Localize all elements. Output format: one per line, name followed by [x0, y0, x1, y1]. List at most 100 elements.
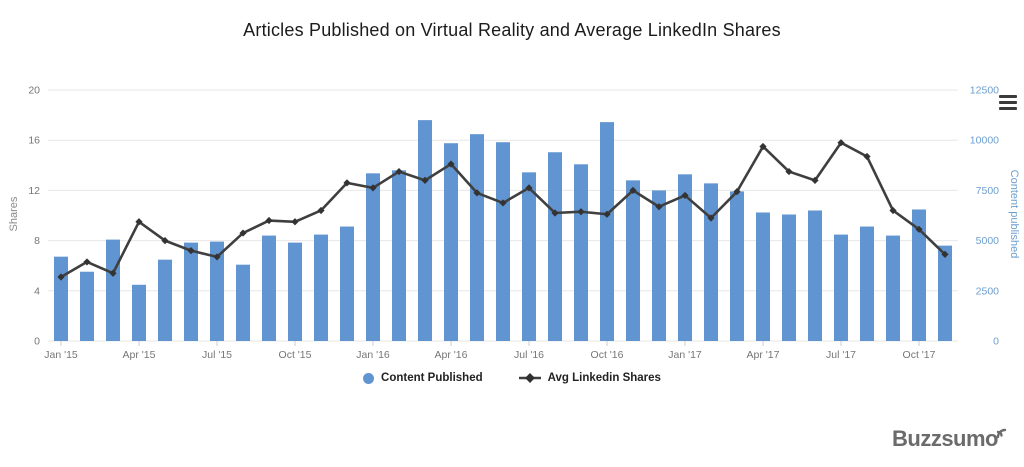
- line-point[interactable]: [109, 269, 117, 277]
- line-point[interactable]: [421, 176, 429, 184]
- x-axis-tick-label: Apr '17: [747, 349, 780, 361]
- line-point[interactable]: [759, 142, 767, 151]
- bar[interactable]: [548, 152, 562, 341]
- buzzsumo-logo: Buzzsumo: [892, 426, 1012, 452]
- bar[interactable]: [106, 239, 120, 341]
- bar[interactable]: [678, 174, 692, 341]
- left-axis-tick-label: 4: [34, 285, 40, 297]
- line-point[interactable]: [941, 250, 949, 259]
- x-axis-tick-label: Jul '17: [826, 349, 856, 361]
- signal-arcs-icon: [996, 419, 1010, 444]
- bar[interactable]: [756, 212, 770, 341]
- right-axis-tick-label: 2500: [976, 285, 1000, 297]
- line-point[interactable]: [889, 206, 897, 215]
- right-axis-tick-label: 7500: [976, 185, 1000, 197]
- line-point[interactable]: [57, 273, 65, 281]
- line-point[interactable]: [239, 229, 247, 237]
- line-point[interactable]: [629, 186, 637, 194]
- line-point[interactable]: [707, 214, 715, 222]
- legend-item-content-published[interactable]: Content Published: [363, 372, 483, 384]
- legend-item-avg-linkedin-shares[interactable]: Avg Linkedin Shares: [518, 372, 661, 384]
- x-axis-tick-label: Oct '15: [279, 349, 312, 361]
- line-point[interactable]: [525, 184, 533, 192]
- bar[interactable]: [340, 226, 354, 341]
- bar[interactable]: [54, 256, 68, 341]
- line-point[interactable]: [369, 184, 377, 192]
- x-axis-tick-label: Jul '15: [202, 349, 232, 361]
- bar[interactable]: [418, 120, 432, 342]
- line-point[interactable]: [837, 139, 845, 147]
- bar[interactable]: [938, 245, 952, 341]
- bar[interactable]: [392, 170, 406, 341]
- bar[interactable]: [236, 264, 250, 341]
- bar[interactable]: [704, 183, 718, 341]
- bar[interactable]: [496, 142, 510, 341]
- line-diamond-marker-icon: [518, 373, 541, 383]
- bar[interactable]: [366, 173, 380, 341]
- legend-label: Content Published: [381, 372, 483, 384]
- line-point[interactable]: [473, 189, 481, 197]
- right-axis-tick-label: 0: [993, 336, 999, 348]
- bar[interactable]: [262, 235, 276, 341]
- bar[interactable]: [834, 234, 848, 341]
- line-point[interactable]: [265, 216, 273, 225]
- bar[interactable]: [860, 226, 874, 341]
- right-axis-tick-label: 5000: [976, 235, 1000, 247]
- line-point[interactable]: [343, 179, 351, 187]
- export-menu-button hamburger-icon[interactable]: [999, 95, 1017, 110]
- bar[interactable]: [184, 242, 198, 341]
- x-axis-tick-label: Oct '17: [903, 349, 936, 361]
- menu-line: [999, 101, 1017, 104]
- line-point[interactable]: [915, 225, 923, 233]
- bar[interactable]: [158, 259, 172, 341]
- bar[interactable]: [132, 284, 146, 341]
- bar[interactable]: [444, 143, 458, 341]
- x-axis-tick-label: Jul '16: [514, 349, 544, 361]
- right-axis-tick-label: 10000: [970, 135, 999, 147]
- line-point[interactable]: [811, 176, 819, 184]
- menu-line: [999, 95, 1017, 98]
- line-point[interactable]: [681, 191, 689, 200]
- legend: Content Published Avg Linkedin Shares: [0, 372, 1024, 384]
- bar[interactable]: [574, 164, 588, 341]
- bar[interactable]: [886, 235, 900, 341]
- line-point[interactable]: [161, 237, 169, 245]
- line-point[interactable]: [447, 160, 455, 168]
- line-point[interactable]: [395, 167, 403, 176]
- bar[interactable]: [80, 271, 94, 341]
- line-point[interactable]: [733, 188, 741, 196]
- line-point[interactable]: [499, 199, 507, 207]
- line-point[interactable]: [83, 258, 91, 266]
- bar[interactable]: [912, 209, 926, 341]
- left-axis-tick-label: 16: [28, 135, 40, 147]
- bar[interactable]: [626, 180, 640, 341]
- bar[interactable]: [808, 210, 822, 341]
- line-point[interactable]: [135, 218, 143, 226]
- line-point[interactable]: [187, 247, 195, 255]
- bar[interactable]: [314, 234, 328, 341]
- bar[interactable]: [652, 190, 666, 341]
- x-axis-tick-label: Apr '15: [123, 349, 156, 361]
- line-point[interactable]: [577, 208, 585, 216]
- line-point[interactable]: [317, 206, 325, 215]
- left-axis-title: Shares: [8, 196, 20, 232]
- line-point[interactable]: [863, 152, 871, 161]
- bar[interactable]: [470, 134, 484, 341]
- line-point[interactable]: [291, 218, 299, 226]
- line-point[interactable]: [655, 203, 663, 211]
- left-axis-tick-label: 0: [34, 336, 40, 348]
- bar[interactable]: [210, 241, 224, 341]
- line-point[interactable]: [603, 210, 611, 218]
- bar[interactable]: [782, 214, 796, 341]
- bar[interactable]: [288, 242, 302, 341]
- line-point[interactable]: [213, 253, 221, 261]
- x-axis-tick-label: Jan '17: [668, 349, 702, 361]
- bar[interactable]: [730, 191, 744, 341]
- bar[interactable]: [600, 122, 614, 342]
- line-point[interactable]: [551, 209, 559, 217]
- legend-label: Avg Linkedin Shares: [547, 372, 661, 384]
- bar[interactable]: [522, 172, 536, 341]
- line-point[interactable]: [785, 167, 793, 176]
